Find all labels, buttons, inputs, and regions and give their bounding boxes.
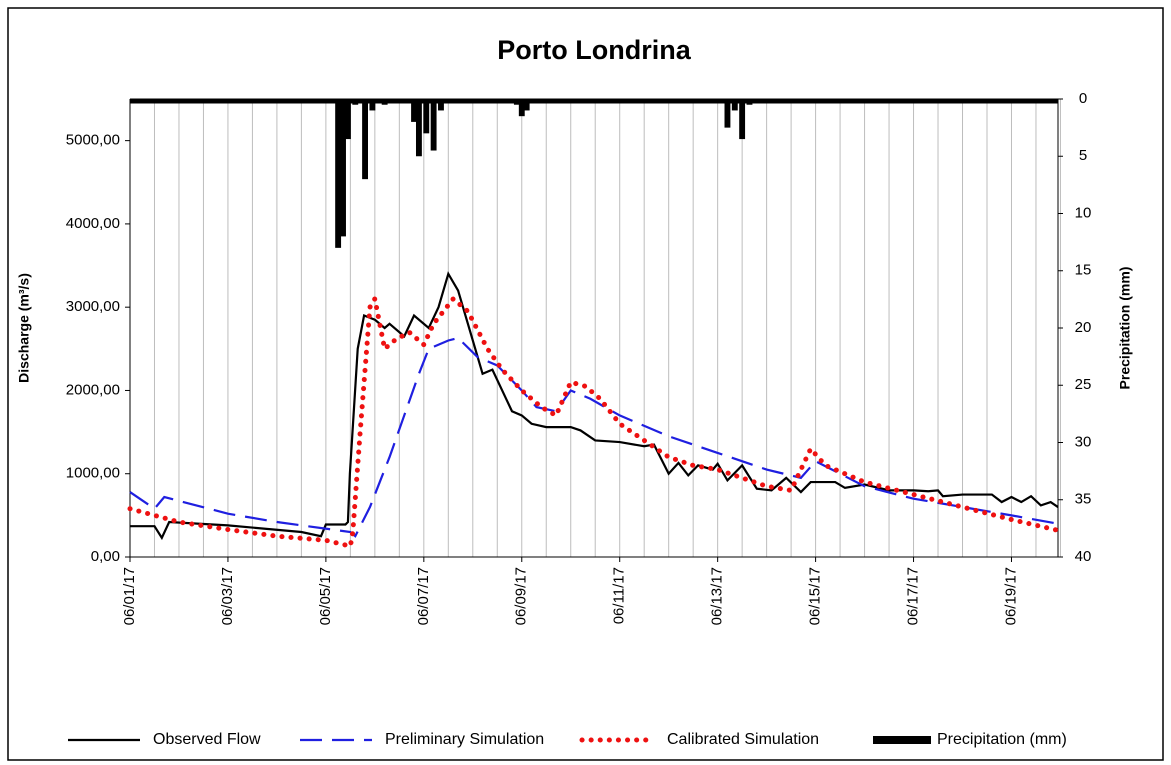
- y2-tick-label: 40: [1075, 548, 1092, 565]
- y-tick-label: 5000,00: [66, 132, 120, 149]
- y-axis-label: Discharge (m³/s): [16, 273, 32, 383]
- x-tick-label: 06/03/17: [219, 567, 236, 625]
- y2-tick-label: 25: [1075, 376, 1092, 393]
- precip-bar: [724, 99, 731, 128]
- chart-title: Porto Londrina: [497, 35, 691, 65]
- y-tick-label: 2000,00: [66, 381, 120, 398]
- precip-bar: [381, 99, 388, 105]
- precip-bar: [369, 99, 376, 111]
- y-tick-label: 4000,00: [66, 215, 120, 232]
- precip-bar: [423, 99, 430, 134]
- precip-bar: [739, 99, 746, 140]
- precip-bar: [523, 99, 530, 111]
- x-tick-label: 06/01/17: [121, 567, 138, 625]
- precip-bar: [335, 99, 342, 248]
- y2-tick-label: 35: [1075, 491, 1092, 508]
- precip-bar: [430, 99, 437, 151]
- y-tick-label: 3000,00: [66, 298, 120, 315]
- y2-tick-label: 20: [1075, 319, 1092, 336]
- y2-tick-label: 0: [1079, 90, 1087, 107]
- x-tick-label: 06/07/17: [415, 567, 432, 625]
- precip-bar: [753, 99, 760, 103]
- legend-label: Precipitation (mm): [937, 731, 1067, 748]
- y2-tick-label: 15: [1075, 262, 1092, 279]
- precip-bar: [438, 99, 444, 111]
- x-tick-label: 06/11/17: [611, 567, 628, 624]
- y2-axis-label: Precipitation (mm): [1117, 267, 1133, 390]
- precip-bar: [344, 99, 351, 140]
- legend-label: Preliminary Simulation: [385, 731, 544, 748]
- precip-bar: [731, 99, 738, 111]
- x-tick-label: 06/15/17: [807, 567, 824, 625]
- y2-tick-label: 5: [1079, 147, 1087, 164]
- legend-label: Calibrated Simulation: [667, 731, 819, 748]
- y-tick-label: 1000,00: [66, 465, 120, 482]
- precip-bar: [746, 99, 753, 105]
- precip-bar: [362, 99, 368, 180]
- x-tick-label: 06/13/17: [709, 567, 726, 625]
- y2-tick-label: 10: [1075, 204, 1092, 221]
- precip-bar: [411, 99, 417, 122]
- series-line: [127, 291, 1061, 550]
- x-tick-label: 06/05/17: [317, 567, 334, 625]
- precip-bar: [518, 99, 525, 117]
- precip-bar: [513, 99, 520, 105]
- y2-tick-label: 30: [1075, 433, 1092, 450]
- x-tick-label: 06/19/17: [1002, 567, 1019, 625]
- y-tick-label: 0,00: [91, 548, 120, 565]
- precip-bar: [340, 99, 346, 237]
- x-tick-label: 06/09/17: [513, 567, 530, 625]
- series-line: [130, 271, 1059, 541]
- precip-bar: [386, 99, 393, 103]
- precip-bar: [352, 99, 359, 105]
- precip-bar: [415, 99, 422, 157]
- x-tick-label: 06/17/17: [905, 567, 922, 625]
- legend-label: Observed Flow: [153, 731, 261, 748]
